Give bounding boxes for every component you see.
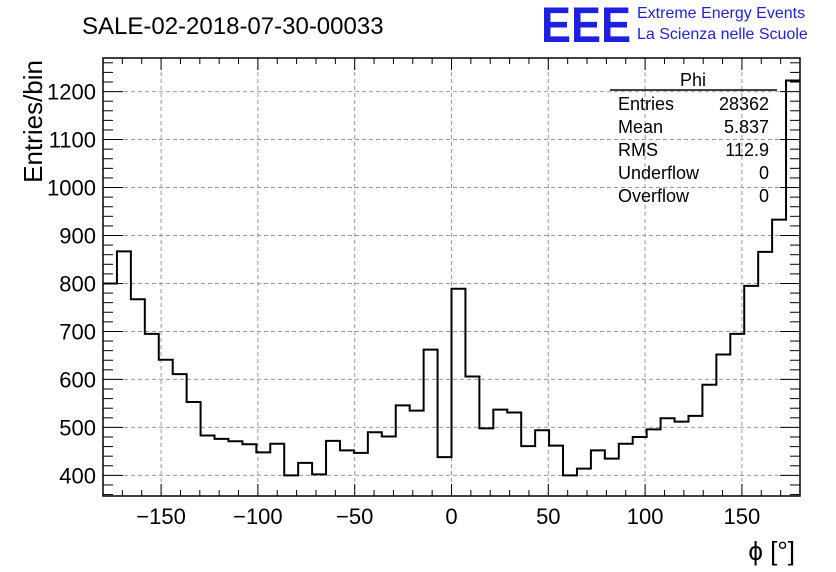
- y-tick-label: 800: [59, 271, 96, 296]
- stats-row-value: 0: [759, 186, 769, 206]
- histogram-bin: [312, 474, 326, 496]
- histogram-bin: [563, 475, 577, 496]
- grid-lines: [103, 58, 800, 496]
- histogram-bin: [228, 441, 242, 496]
- logo-mark: EEE: [541, 0, 631, 53]
- histogram-bin: [215, 439, 229, 496]
- stats-box: Phi Entries 28362 Mean 5.837 RMS 112.9 U…: [610, 70, 777, 206]
- histogram-bin: [730, 334, 744, 496]
- histogram-bin: [270, 444, 284, 496]
- histogram-bin: [368, 432, 382, 496]
- x-tick-label: −150: [136, 504, 186, 529]
- x-axis-title: ϕ [°]: [748, 536, 795, 566]
- x-tick-label: −50: [336, 504, 373, 529]
- y-tick-label: 1000: [47, 176, 96, 201]
- histogram-bin: [242, 444, 256, 496]
- y-tick-label: 400: [59, 463, 96, 488]
- stats-row-label: Mean: [618, 117, 663, 137]
- histogram-bin: [410, 411, 424, 496]
- stats-title: Phi: [680, 70, 706, 90]
- y-tick-label: 500: [59, 415, 96, 440]
- histogram-bin: [284, 475, 298, 496]
- histogram-bin: [549, 446, 563, 496]
- histogram-bin: [479, 428, 493, 496]
- histogram-bin: [354, 453, 368, 496]
- chart-title: SALE-02-2018-07-30-00033: [82, 13, 384, 40]
- stats-row-label: RMS: [618, 140, 658, 160]
- x-tick-label: 0: [445, 504, 457, 529]
- histogram-bin: [452, 289, 466, 496]
- histogram-bin: [382, 437, 396, 496]
- histogram-bin: [605, 459, 619, 496]
- y-tick-label: 600: [59, 367, 96, 392]
- x-tick-label: 150: [724, 504, 761, 529]
- x-tick-label: 50: [536, 504, 560, 529]
- stats-row-label: Entries: [618, 94, 674, 114]
- histogram-bin: [786, 81, 800, 496]
- histogram-bin: [688, 416, 702, 496]
- y-tick-label: 1100: [49, 128, 96, 153]
- logo-line-1: Extreme Energy Events: [637, 5, 805, 22]
- y-axis-ticks: 400 500 600 700 800 900 1000 1100 1200: [47, 62, 800, 496]
- histogram-bin: [396, 405, 410, 496]
- histogram-bin: [591, 450, 605, 496]
- histogram-bin: [758, 252, 772, 496]
- histogram-bin: [159, 360, 173, 496]
- histogram-outline: [103, 79, 800, 477]
- histogram-bin: [647, 429, 661, 496]
- histogram-bin: [744, 286, 758, 496]
- histogram-bin: [465, 377, 479, 496]
- histogram-bin: [131, 299, 145, 496]
- histogram-bin: [521, 446, 535, 496]
- histogram-bin: [424, 350, 438, 496]
- histogram-bin: [633, 437, 647, 496]
- histogram-bin: [619, 444, 633, 496]
- stats-row-value: 0: [759, 163, 769, 183]
- histogram-bin: [187, 402, 201, 496]
- y-axis-title: Entries/bin: [18, 60, 48, 183]
- histogram-bin: [577, 469, 591, 496]
- histogram-bin: [298, 463, 312, 496]
- y-tick-label: 900: [59, 224, 96, 249]
- x-tick-label: 100: [627, 504, 664, 529]
- stats-row-label: Overflow: [618, 186, 690, 206]
- stats-row-label: Underflow: [618, 163, 700, 183]
- histogram-bin: [173, 374, 187, 496]
- eee-logo: EEE Extreme Energy Events La Scienza nel…: [541, 0, 808, 53]
- histogram-bin: [103, 283, 117, 496]
- y-tick-label: 1200: [47, 80, 96, 105]
- histogram-bin: [702, 385, 716, 496]
- histogram-bin: [507, 413, 521, 496]
- histogram-bin: [340, 450, 354, 496]
- histogram-bin: [326, 441, 340, 496]
- stats-row-value: 28362: [719, 94, 769, 114]
- histogram-bin: [675, 422, 689, 496]
- histogram-bin: [438, 457, 452, 496]
- stats-row-value: 5.837: [724, 117, 769, 137]
- logo-line-2: La Scienza nelle Scuole: [637, 26, 808, 43]
- histogram-bin: [256, 452, 270, 496]
- histogram-bin: [493, 410, 507, 496]
- x-tick-label: −100: [233, 504, 283, 529]
- histogram-bin: [145, 334, 159, 496]
- x-axis-ticks: −150 −100 −50 0 50 100 150: [102, 58, 801, 529]
- histogram-bin: [201, 436, 215, 496]
- y-tick-label: 700: [59, 319, 96, 344]
- histogram-bin: [716, 354, 730, 496]
- histogram-bin: [117, 251, 131, 496]
- stats-row-value: 112.9: [725, 140, 769, 160]
- histogram-bin: [772, 220, 786, 496]
- histogram-bin: [661, 418, 675, 496]
- histogram-bin: [535, 430, 549, 496]
